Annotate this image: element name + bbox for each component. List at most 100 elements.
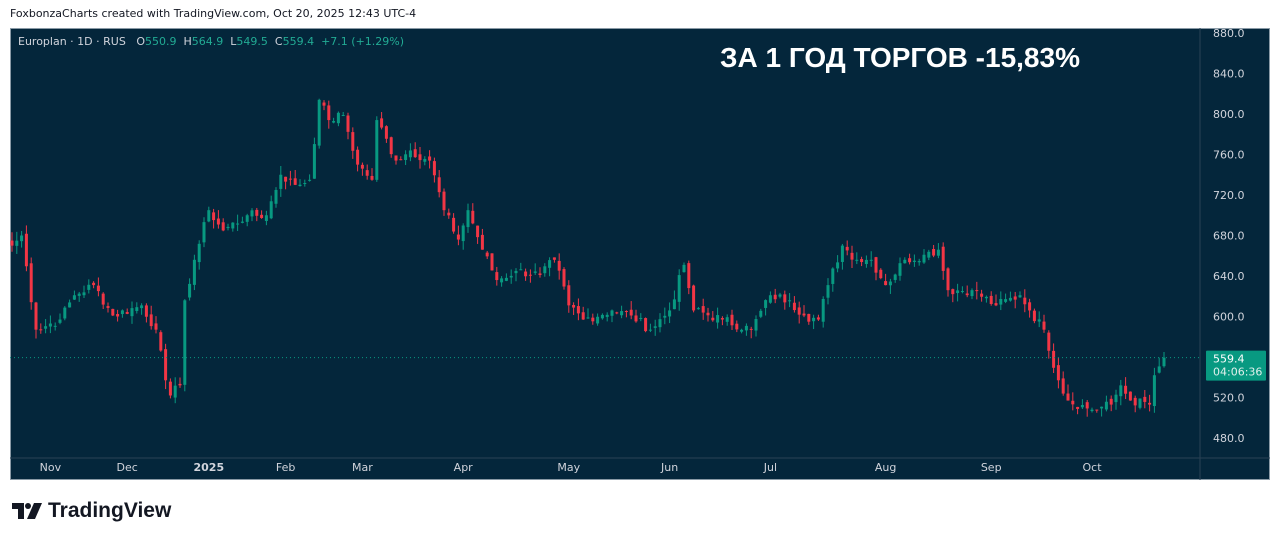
candle-body bbox=[941, 246, 945, 271]
candle-body bbox=[840, 245, 844, 262]
candle-body bbox=[812, 317, 816, 322]
candle-body bbox=[951, 289, 955, 295]
time-tick-label: Nov bbox=[40, 461, 62, 474]
candle-body bbox=[173, 385, 177, 398]
candle-body bbox=[807, 313, 811, 322]
price-tick-label: 880.0 bbox=[1213, 28, 1245, 40]
candle-body bbox=[336, 112, 340, 124]
candle-body bbox=[490, 253, 494, 271]
high-label: H bbox=[183, 35, 192, 48]
candle-body bbox=[375, 120, 379, 180]
candle-body bbox=[461, 225, 465, 242]
candle-body bbox=[53, 325, 57, 327]
candle-body bbox=[1023, 297, 1027, 305]
candle-body bbox=[792, 302, 796, 311]
candle-body bbox=[24, 233, 28, 267]
time-tick-label: Apr bbox=[454, 461, 474, 474]
candle-body bbox=[308, 179, 312, 181]
candle-body bbox=[1028, 302, 1032, 311]
symbol-label: Europlan · 1D · RUS bbox=[18, 35, 126, 48]
candle-body bbox=[730, 314, 734, 326]
candle-body bbox=[845, 246, 849, 251]
candle-body bbox=[658, 319, 662, 328]
candle-body bbox=[1162, 357, 1166, 367]
candle-body bbox=[1080, 404, 1084, 408]
candle-body bbox=[552, 257, 556, 260]
change-value: +7.1 (+1.29%) bbox=[321, 35, 405, 48]
candle-body bbox=[1152, 375, 1156, 407]
candle-body bbox=[994, 303, 998, 306]
candle-body bbox=[903, 259, 907, 264]
candle-body bbox=[908, 258, 912, 263]
candle-body bbox=[250, 210, 254, 217]
candle-body bbox=[735, 323, 739, 330]
candle-body bbox=[351, 132, 355, 151]
open-value: 550.9 bbox=[144, 35, 177, 48]
candle-body bbox=[399, 159, 403, 161]
candle-body bbox=[245, 215, 249, 222]
candle-body bbox=[1085, 402, 1089, 409]
candle-body bbox=[855, 259, 859, 261]
candle-body bbox=[356, 149, 360, 165]
candle-body bbox=[591, 317, 595, 322]
candle-body bbox=[1114, 394, 1118, 403]
candle-body bbox=[360, 164, 364, 169]
candle-body bbox=[850, 252, 854, 260]
brand-name: TradingView bbox=[48, 499, 172, 522]
candle-body bbox=[740, 329, 744, 332]
candle-body bbox=[418, 154, 422, 161]
time-tick-label: Mar bbox=[352, 461, 373, 474]
ohlc-legend: Europlan · 1D · RUS O550.9 H564.9 L549.5… bbox=[18, 35, 404, 48]
candle-body bbox=[456, 234, 460, 240]
open-label: O bbox=[136, 35, 145, 48]
candle-body bbox=[821, 298, 825, 322]
candle-body bbox=[288, 178, 292, 180]
candle-body bbox=[687, 263, 691, 289]
candle-body bbox=[298, 184, 302, 187]
candle-body bbox=[1066, 393, 1070, 401]
candle-body bbox=[927, 251, 931, 258]
candle-body bbox=[495, 272, 499, 281]
candle-body bbox=[634, 315, 638, 322]
candle-body bbox=[596, 316, 600, 324]
candle-body bbox=[504, 277, 508, 281]
candle-body bbox=[682, 264, 686, 273]
price-tick-label: 600.0 bbox=[1213, 311, 1245, 324]
candle-body bbox=[10, 240, 14, 246]
candle-body bbox=[826, 285, 830, 298]
chart-pane[interactable] bbox=[10, 28, 1270, 480]
candlestick-chart[interactable]: 880.0 840.0 800.0 760.0 720.0 680.0 640.0 600.0… bbox=[10, 28, 1270, 480]
candle-body bbox=[20, 235, 24, 242]
candle-body bbox=[720, 318, 724, 320]
candle-body bbox=[869, 259, 873, 261]
price-tick-label: 680.0 bbox=[1213, 230, 1245, 243]
price-tick-label: 840.0 bbox=[1213, 68, 1245, 81]
candle-body bbox=[240, 221, 244, 223]
candle-body bbox=[946, 268, 950, 291]
candle-body bbox=[668, 310, 672, 317]
close-value: 559.4 bbox=[282, 35, 315, 48]
candle-body bbox=[744, 325, 748, 331]
candle-body bbox=[1008, 297, 1012, 301]
candle-body bbox=[773, 294, 777, 300]
candle-body bbox=[116, 314, 120, 317]
candle-body bbox=[898, 263, 902, 276]
candle-body bbox=[1148, 402, 1152, 405]
candle-body bbox=[1133, 397, 1137, 406]
candle-body bbox=[586, 317, 590, 319]
candle-body bbox=[500, 278, 504, 283]
time-tick-label: Oct bbox=[1082, 461, 1102, 474]
candle-body bbox=[452, 217, 456, 232]
candle-body bbox=[576, 306, 580, 314]
candle-body bbox=[912, 260, 916, 262]
candle-body bbox=[567, 285, 571, 306]
candle-body bbox=[317, 99, 321, 146]
candle-body bbox=[332, 121, 336, 123]
candle-body bbox=[984, 296, 988, 299]
candle-body bbox=[543, 266, 547, 274]
candle-body bbox=[802, 313, 806, 316]
candle-body bbox=[140, 305, 144, 309]
candle-body bbox=[154, 323, 158, 330]
candle-body bbox=[476, 225, 480, 238]
candle-body bbox=[980, 293, 984, 297]
